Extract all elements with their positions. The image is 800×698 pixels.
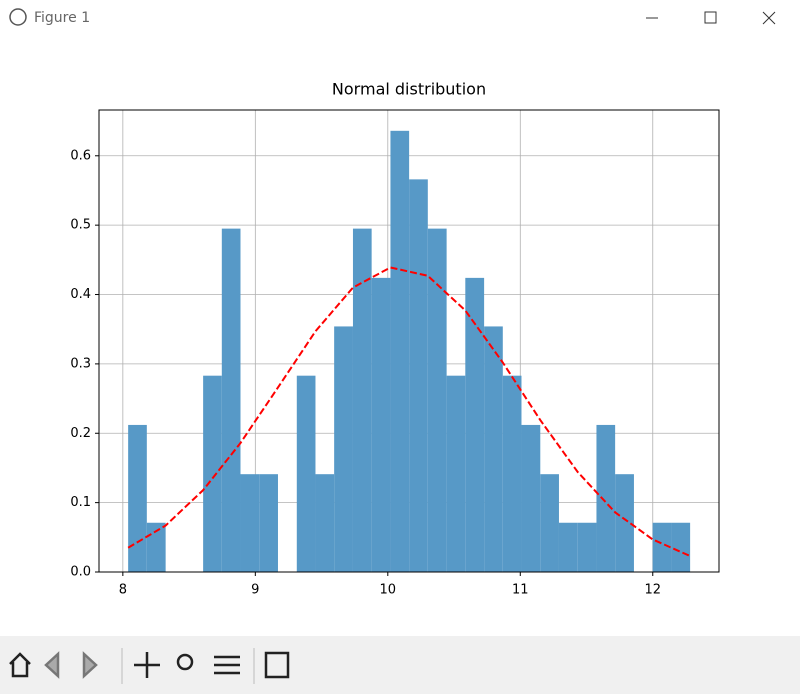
zoom-button[interactable] (176, 653, 194, 671)
home-button[interactable] (9, 652, 31, 678)
toolbar (0, 636, 800, 694)
y-tick-label: 0.1 (70, 495, 91, 510)
bar (502, 375, 522, 572)
bar (577, 522, 597, 572)
bar (240, 474, 260, 572)
y-tick-label: 0.2 (70, 426, 91, 441)
bar (203, 375, 222, 572)
pan-button[interactable] (134, 652, 160, 678)
x-tick-label: 9 (251, 583, 259, 598)
bar (465, 277, 485, 572)
x-tick-label: 8 (119, 583, 127, 598)
bar (484, 326, 503, 572)
bar (409, 179, 428, 572)
app-icon (9, 8, 27, 26)
bar (259, 474, 278, 572)
maximize-button[interactable] (704, 11, 717, 24)
bar (540, 474, 559, 572)
bar (521, 424, 541, 572)
bar (296, 375, 316, 572)
forward-button[interactable] (82, 651, 98, 679)
bar (128, 424, 147, 572)
back-button[interactable] (44, 651, 60, 679)
window-title: Figure 1 (34, 10, 90, 26)
y-tick-label: 0.5 (70, 218, 91, 233)
title-bar (0, 0, 800, 38)
y-tick-label: 0.6 (70, 148, 91, 163)
close-button[interactable] (762, 11, 776, 25)
y-tick-label: 0.4 (70, 287, 91, 302)
bar (446, 375, 466, 572)
fit-curve (127, 266, 691, 557)
x-tick-label: 10 (380, 583, 397, 598)
bar (671, 522, 691, 572)
configure-button[interactable] (214, 655, 240, 675)
plot-frame (98, 109, 720, 573)
y-tick-label: 0.3 (70, 356, 91, 371)
bar (615, 474, 634, 572)
bar (146, 522, 166, 572)
bar (558, 522, 578, 572)
bar (334, 326, 353, 572)
y-tick-label: 0.0 (70, 565, 91, 580)
save-button[interactable] (264, 651, 290, 679)
x-tick-label: 11 (512, 583, 529, 598)
bar (652, 522, 672, 572)
x-tick-label: 12 (644, 583, 661, 598)
bar (221, 228, 241, 572)
bar (352, 228, 372, 572)
toolbar-buttons (9, 651, 290, 679)
chart-title: Normal distribution (332, 80, 486, 99)
bar (315, 474, 335, 572)
bar (371, 277, 391, 572)
bar (427, 228, 447, 572)
bar (390, 130, 410, 573)
bar (596, 424, 616, 572)
